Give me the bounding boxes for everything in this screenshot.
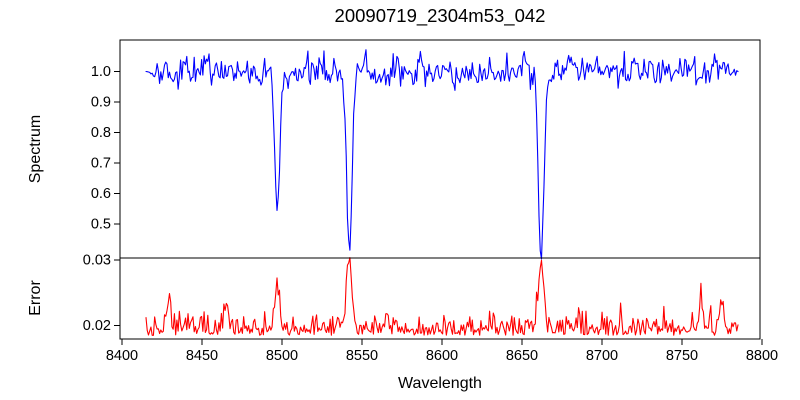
svg-text:8450: 8450 [186,348,218,364]
svg-text:8500: 8500 [266,348,298,364]
svg-text:Spectrum: Spectrum [27,115,44,183]
svg-text:0.7: 0.7 [91,156,111,172]
svg-text:8750: 8750 [666,348,698,364]
svg-text:8400: 8400 [106,348,138,364]
svg-text:Error: Error [27,280,44,316]
svg-text:0.8: 0.8 [91,125,111,141]
svg-text:8600: 8600 [426,348,458,364]
svg-text:8800: 8800 [746,348,778,364]
svg-text:0.03: 0.03 [83,253,111,269]
svg-text:8700: 8700 [586,348,618,364]
svg-text:0.9: 0.9 [91,95,111,111]
svg-text:Wavelength: Wavelength [398,375,482,392]
svg-text:8550: 8550 [346,348,378,364]
svg-text:20090719_2304m53_042: 20090719_2304m53_042 [335,5,546,27]
svg-text:0.6: 0.6 [91,186,111,202]
svg-text:1.0: 1.0 [91,64,111,80]
svg-text:0.5: 0.5 [91,217,111,233]
svg-text:8650: 8650 [506,348,538,364]
svg-text:0.02: 0.02 [83,318,111,334]
